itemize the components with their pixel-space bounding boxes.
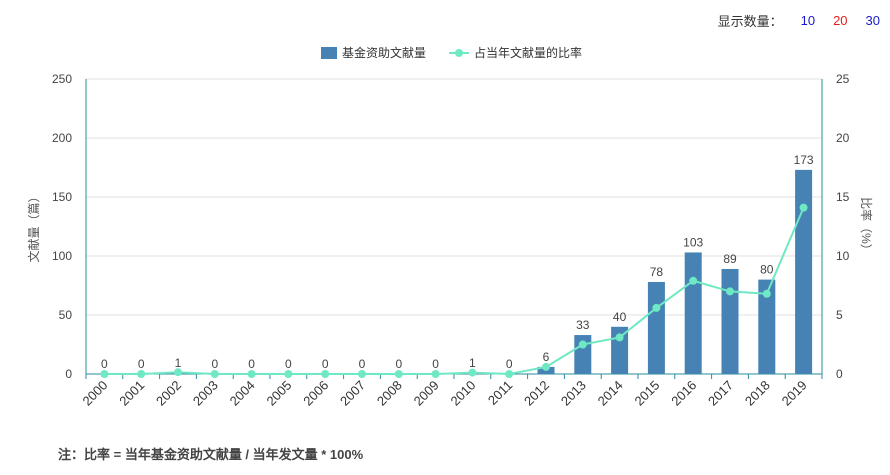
bar [758,279,776,374]
ratio-point [468,368,477,377]
ratio-point [137,370,146,378]
x-tick-label: 2013 [558,378,589,409]
x-tick-label: 2003 [190,378,221,409]
y-left-tick-label: 100 [52,249,72,263]
x-tick-label: 2000 [79,378,110,409]
bar [795,169,813,374]
y-left-tick-label: 0 [65,367,72,381]
ratio-line [104,207,805,376]
x-tick-label: 2008 [374,378,405,409]
ratio-point [542,362,550,371]
ratio-point [321,370,330,378]
ratio-point [726,287,734,296]
funding-chart: 基金资助文献量 占当年文献量的比率050100150200250051015202… [26,45,874,409]
legend-bar-swatch [321,47,337,59]
bar-value-label: 80 [760,263,774,277]
ratio-point [174,368,182,377]
display-count-30[interactable]: 30 [865,12,880,28]
x-tick-label: 2018 [742,378,773,409]
ratio-point [100,370,109,378]
bar-value-label: 78 [650,265,664,279]
bar-value-label: 0 [211,357,218,371]
x-tick-label: 2016 [668,378,699,409]
display-count-10[interactable]: 10 [800,12,816,28]
x-tick-label: 2006 [300,378,331,409]
bar-value-label: 0 [285,357,292,371]
bar [684,252,702,374]
display-count-label: 显示数量： [717,13,783,29]
bar-value-label: 1 [175,356,182,370]
legend-bar-label: 基金资助文献量 [342,45,426,60]
bar-value-label: 0 [138,357,145,371]
ratio-point [615,333,624,342]
display-count-selector: 显示数量： 10 20 30 [718,10,880,30]
legend-line-label: 占当年文献量的比率 [474,45,582,60]
bar-value-label: 0 [248,357,255,371]
ratio-point [247,370,256,378]
ratio-point [394,370,403,378]
bar-value-label: 33 [576,318,590,332]
y-left-tick-label: 50 [59,308,73,322]
ratio-point [431,370,440,378]
y-left-tick-label: 250 [52,72,72,86]
ratio-point [284,370,293,378]
x-tick-label: 2002 [153,378,184,409]
bar-value-label: 0 [359,357,366,371]
x-tick-label: 2004 [227,378,258,409]
bar-value-label: 40 [613,310,627,324]
y-right-tick-label: 15 [836,190,850,204]
y-right-axis-title: 比率（%） [859,197,874,256]
legend-line-marker [455,49,463,57]
ratio-point [358,370,366,378]
ratio-point [505,370,514,378]
x-tick-label: 2012 [521,378,552,409]
bar-value-label: 0 [506,357,513,371]
x-tick-label: 2007 [337,378,368,409]
y-left-axis-title: 文献量（篇） [26,190,41,262]
x-tick-label: 2005 [263,378,294,409]
display-count-20[interactable]: 20 [833,12,848,28]
bar-value-label: 6 [543,350,550,364]
ratio-point [652,303,661,312]
x-tick-label: 2010 [447,378,478,409]
bar-value-label: 173 [794,153,814,167]
x-tick-label: 2015 [631,378,662,409]
y-right-tick-label: 25 [836,72,850,86]
x-tick-label: 2014 [595,378,626,409]
x-tick-label: 2009 [411,378,442,409]
ratio-point [689,276,698,285]
ratio-note: 注：比率 = 当年基金资助文献量 / 当年发文量 * 100% [58,447,364,462]
x-tick-label: 2019 [779,378,810,409]
x-tick-label: 2017 [705,378,736,409]
y-left-tick-label: 150 [52,190,72,204]
y-left-tick-label: 200 [52,131,72,145]
x-tick-label: 2001 [116,378,147,409]
bar [647,281,665,374]
bar-value-label: 1 [469,356,476,370]
x-tick-label: 2011 [485,378,515,408]
ratio-point [762,289,771,298]
bar-value-label: 0 [395,357,402,371]
ratio-point [799,203,808,212]
y-right-tick-label: 10 [836,249,850,263]
bar [574,335,592,374]
bar [721,268,739,374]
bar-value-label: 0 [432,357,439,371]
bar-value-label: 103 [683,235,703,249]
y-right-tick-label: 5 [836,308,843,322]
y-right-tick-label: 0 [836,367,843,381]
bar-value-label: 0 [322,357,329,371]
bar-value-label: 89 [723,252,737,266]
ratio-point [210,370,219,378]
y-right-tick-label: 20 [836,131,850,145]
ratio-point [578,340,587,349]
bar-value-label: 0 [101,357,108,371]
